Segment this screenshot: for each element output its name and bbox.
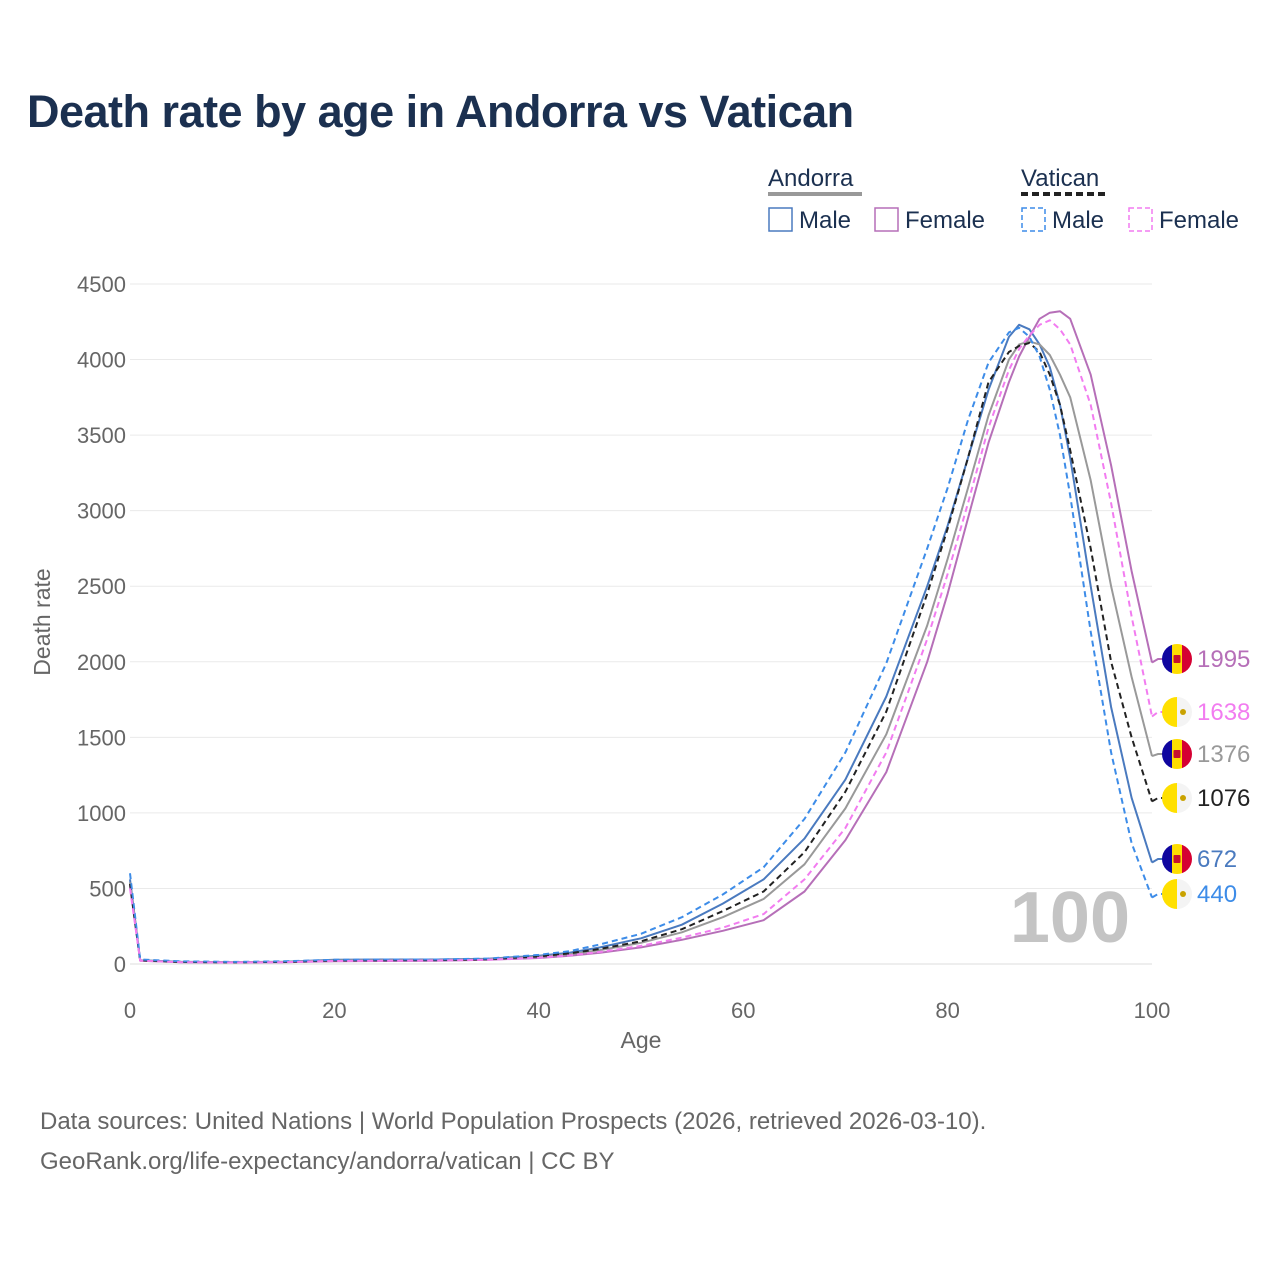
- x-tick-label: 80: [935, 998, 959, 1023]
- vatican-flag-icon: [1162, 697, 1192, 727]
- andorra-flag-icon: [1162, 739, 1192, 769]
- y-tick-label: 1000: [77, 801, 126, 826]
- end-value-label: 1376: [1197, 741, 1250, 768]
- y-tick-label: 0: [114, 952, 126, 977]
- end-value-label: 1638: [1197, 699, 1250, 726]
- x-tick-label: 40: [527, 998, 551, 1023]
- data-source-text: Data sources: United Nations | World Pop…: [40, 1108, 987, 1135]
- legend-group-andorra: Andorra: [768, 165, 854, 192]
- legend-swatch[interactable]: [1128, 207, 1153, 232]
- series-line-andorra-total[interactable]: [129, 340, 1153, 964]
- legend-swatch[interactable]: [768, 207, 793, 232]
- legend[interactable]: Andorra Male Female Vatican Male Female: [768, 165, 1239, 234]
- series-line-vatican-male[interactable]: [129, 326, 1153, 963]
- x-tick-label: 60: [731, 998, 755, 1023]
- series-line-andorra-male[interactable]: [129, 323, 1153, 964]
- end-value-label: 1076: [1197, 785, 1250, 812]
- andorra-flag-icon: [1162, 844, 1192, 874]
- vatican-flag-icon: [1162, 783, 1192, 813]
- legend-group-vatican: Vatican: [1021, 165, 1099, 192]
- end-value-label: 440: [1197, 881, 1237, 908]
- x-axis-label: Age: [621, 1027, 662, 1053]
- y-tick-label: 2000: [77, 650, 126, 675]
- y-axis-label: Death rate: [29, 568, 55, 675]
- legend-item-male[interactable]: Male: [799, 207, 851, 234]
- andorra-flag-icon: [1162, 644, 1192, 674]
- series-lines: [129, 310, 1153, 964]
- y-tick-label: 3000: [77, 499, 126, 524]
- legend-item-male[interactable]: Male: [1052, 207, 1104, 234]
- x-tick-label: 0: [124, 998, 136, 1023]
- grid-lines: [130, 283, 1152, 965]
- y-axis: 0 500 1000 1500 2000 2500 3000 3500 4000 4500: [77, 272, 126, 977]
- end-labels: 672 1995 1376 1076 440 1638: [1151, 644, 1250, 909]
- vatican-flag-icon: [1162, 879, 1192, 909]
- y-tick-label: 2500: [77, 574, 126, 599]
- y-tick-label: 3500: [77, 423, 126, 448]
- series-line-vatican-female[interactable]: [129, 319, 1153, 964]
- end-value-label: 1995: [1197, 646, 1250, 673]
- end-value-label: 672: [1197, 846, 1237, 873]
- year-watermark: 100: [1010, 878, 1130, 958]
- y-tick-label: 1500: [77, 725, 126, 750]
- series-line-andorra-female[interactable]: [129, 310, 1153, 964]
- x-tick-label: 100: [1134, 998, 1171, 1023]
- x-tick-label: 20: [322, 998, 346, 1023]
- legend-item-female[interactable]: Female: [905, 207, 985, 234]
- series-line-vatican-total[interactable]: [129, 341, 1153, 964]
- legend-swatch[interactable]: [1021, 207, 1046, 232]
- attribution-link[interactable]: GeoRank.org/life-expectancy/andorra/vati…: [40, 1148, 615, 1175]
- legend-swatch[interactable]: [874, 207, 899, 232]
- y-tick-label: 500: [89, 876, 126, 901]
- chart-title: Death rate by age in Andorra vs Vatican: [27, 86, 854, 137]
- x-axis: 0 20 40 60 80 100: [124, 998, 1170, 1023]
- y-tick-label: 4000: [77, 348, 126, 373]
- legend-item-female[interactable]: Female: [1159, 207, 1239, 234]
- y-tick-label: 4500: [77, 272, 126, 297]
